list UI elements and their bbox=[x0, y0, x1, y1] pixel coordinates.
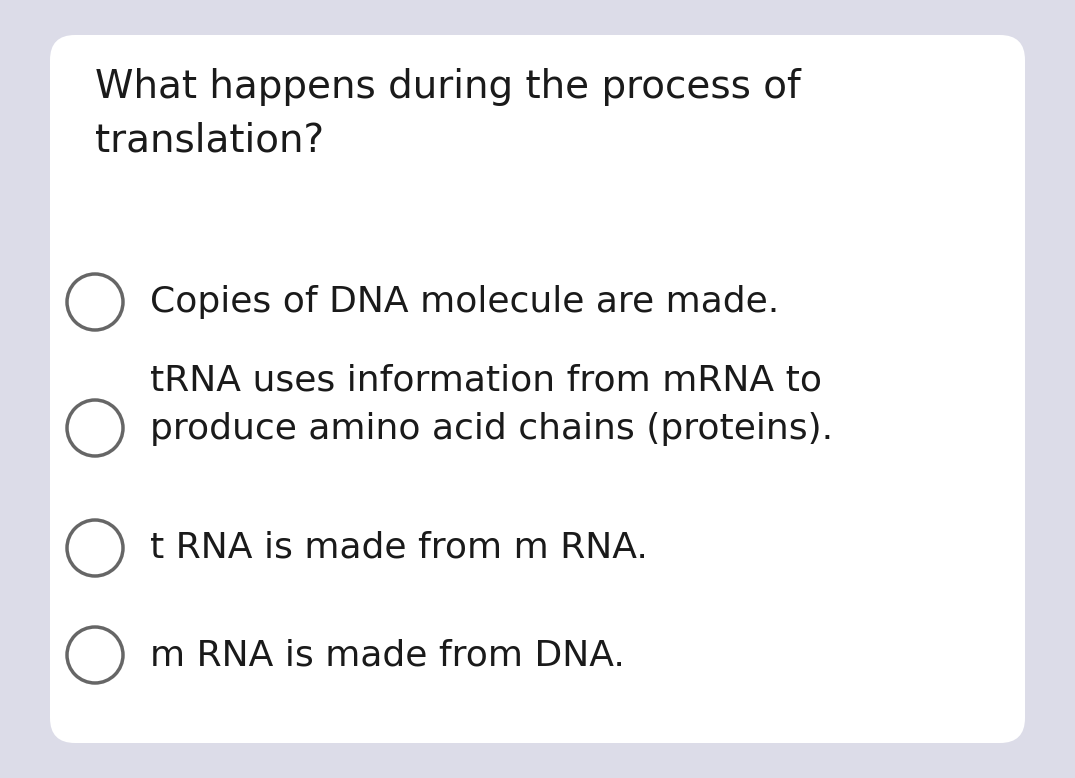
Text: tRNA uses information from mRNA to
produce amino acid chains (proteins).: tRNA uses information from mRNA to produ… bbox=[151, 363, 833, 447]
Text: m RNA is made from DNA.: m RNA is made from DNA. bbox=[151, 638, 625, 672]
Text: t RNA is made from m RNA.: t RNA is made from m RNA. bbox=[151, 531, 648, 565]
Text: Copies of DNA molecule are made.: Copies of DNA molecule are made. bbox=[151, 285, 779, 319]
Text: translation?: translation? bbox=[95, 122, 325, 160]
Text: What happens during the process of: What happens during the process of bbox=[95, 68, 801, 106]
FancyBboxPatch shape bbox=[51, 35, 1024, 743]
